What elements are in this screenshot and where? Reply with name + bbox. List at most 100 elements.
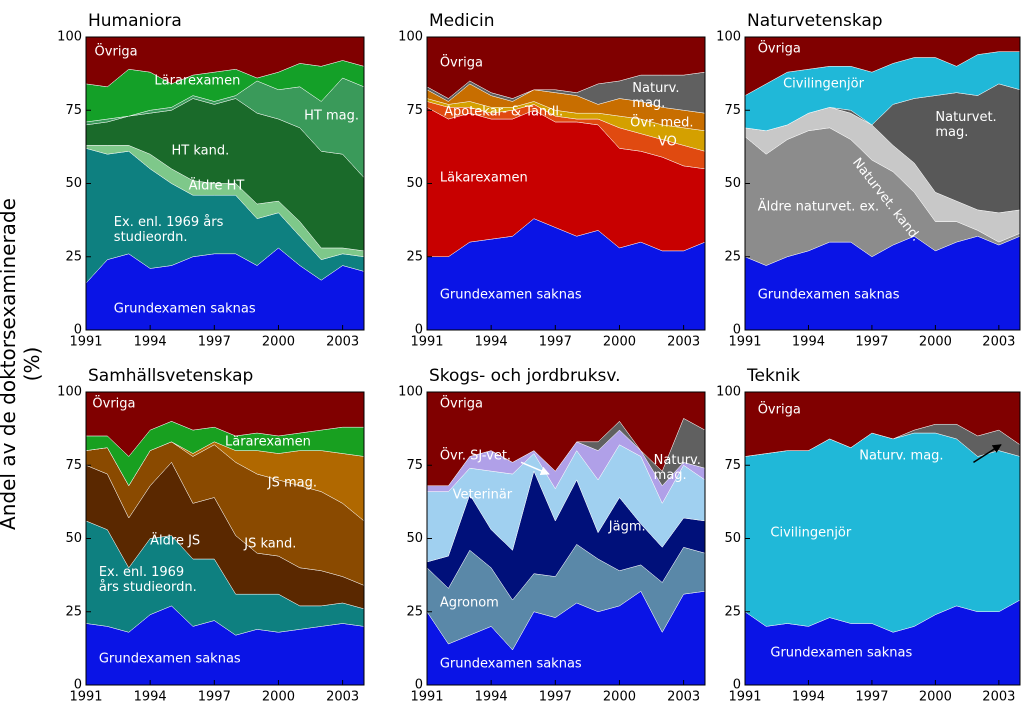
series-label: Grundexamen saknas [770,645,913,661]
x-tick-label: 1997 [539,335,572,350]
series-label: JS kand. [244,536,297,552]
series-label: Övriga [757,402,801,418]
x-tick-label: 1997 [855,690,888,705]
series-label: Övr. SJ-vet. [439,448,512,464]
y-tick-label: 50 [65,176,82,191]
series-label: HT kand. [171,143,230,159]
y-tick-label: 100 [398,30,423,45]
series-label: Lärarexamen [225,434,311,450]
y-tick-label: 100 [398,385,423,400]
y-tick-label: 0 [733,678,741,693]
series-label: Grundexamen saknas [439,287,582,303]
x-tick-label: 2003 [982,335,1015,350]
y-tick-label: 50 [724,176,741,191]
y-tick-label: 25 [406,249,423,264]
series-label: VO [657,134,677,150]
x-tick-label: 2000 [603,335,636,350]
series-label: Äldre JS [150,533,201,549]
series-label: Grundexamen saknas [113,301,256,317]
series-label: Grundexamen saknas [98,651,241,667]
x-tick-label: 1994 [475,690,508,705]
series-label: Övr. med. [630,115,694,131]
y-tick-label: 25 [65,604,82,619]
x-tick-label: 2000 [603,690,636,705]
y-tick-label: 0 [415,323,423,338]
series-label: Äldre naturvet. ex. [757,199,880,215]
chart-title: Teknik [747,366,801,386]
y-tick-label: 100 [716,30,741,45]
chart-title: Medicin [429,11,495,31]
y-tick-label: 0 [74,323,82,338]
y-tick-label: 50 [65,531,82,546]
y-tick-label: 100 [716,385,741,400]
y-tick-label: 50 [724,531,741,546]
series-label: Övriga [757,41,801,57]
x-tick-label: 1997 [855,335,888,350]
x-tick-label: 1994 [475,335,508,350]
series-label: Äldre HT [188,178,245,194]
series-label: Grundexamen saknas [757,287,900,303]
chart-title: Humaniora [88,11,182,31]
arrow [973,444,1002,463]
y-tick-label: 25 [65,249,82,264]
y-tick-label: 25 [724,249,741,264]
y-tick-label: 75 [406,458,423,473]
x-tick-label: 1991 [410,690,443,705]
y-tick-label: 75 [65,103,82,118]
series-label: Apotekar- & Tandl. [444,104,564,120]
y-tick-label: 100 [57,385,82,400]
series-label: Ex. enl. 1969 års studieordn. [113,215,224,246]
chart-title: Naturvetenskap [747,11,883,31]
x-tick-label: 1994 [792,335,825,350]
x-tick-label: 2000 [262,335,295,350]
series-label: HT mag. [304,108,359,124]
y-tick-label: 75 [724,103,741,118]
x-tick-label: 1994 [134,335,167,350]
y-tick-label: 75 [65,458,82,473]
y-tick-label: 25 [724,604,741,619]
y-tick-label: 0 [74,678,82,693]
chart-title: Skogs- och jordbruksv. [429,366,621,386]
series-label: Lärarexamen [154,73,241,89]
x-tick-label: 1991 [410,335,443,350]
x-tick-label: 1991 [728,690,761,705]
x-tick-label: 1997 [198,335,231,350]
x-tick-label: 1997 [539,690,572,705]
x-tick-label: 1994 [134,690,167,705]
x-tick-label: 2000 [919,335,952,350]
y-axis-title: Andel av de doktorsexaminerade (%) [0,198,44,530]
x-tick-label: 1991 [69,690,102,705]
series-label: Övriga [92,396,136,412]
x-tick-label: 2000 [262,690,295,705]
y-tick-label: 50 [406,531,423,546]
x-tick-label: 1994 [792,690,825,705]
y-tick-label: 75 [724,458,741,473]
y-tick-label: 0 [733,323,741,338]
series-label: Civilingenjör [770,525,852,541]
x-tick-label: 1997 [198,690,231,705]
series-label: Naturvet. mag. [935,109,997,140]
y-tick-label: 25 [406,604,423,619]
series-label: Övriga [439,55,483,71]
x-tick-label: 2003 [326,335,359,350]
series-label: Grundexamen saknas [439,656,582,672]
series-label: Naturv. mag. [653,453,701,484]
x-tick-label: 1991 [728,335,761,350]
y-tick-label: 50 [406,176,423,191]
series-label: Övriga [439,396,483,412]
series-label: JS mag. [267,475,317,491]
x-tick-label: 2003 [326,690,359,705]
y-tick-label: 100 [57,30,82,45]
x-tick-label: 1991 [69,335,102,350]
series-label: Naturv. mag. [632,80,680,111]
chart-title: Samhällsvetenskap [88,366,254,386]
series-label: Läkarexamen [439,170,528,186]
series-label: Ex. enl. 1969 års studieordn. [98,564,197,595]
series-label: Agronom [439,595,499,611]
arrow [520,461,550,476]
y-tick-label: 75 [406,103,423,118]
x-tick-label: 2003 [667,335,700,350]
series-label: Veterinär [452,487,513,503]
